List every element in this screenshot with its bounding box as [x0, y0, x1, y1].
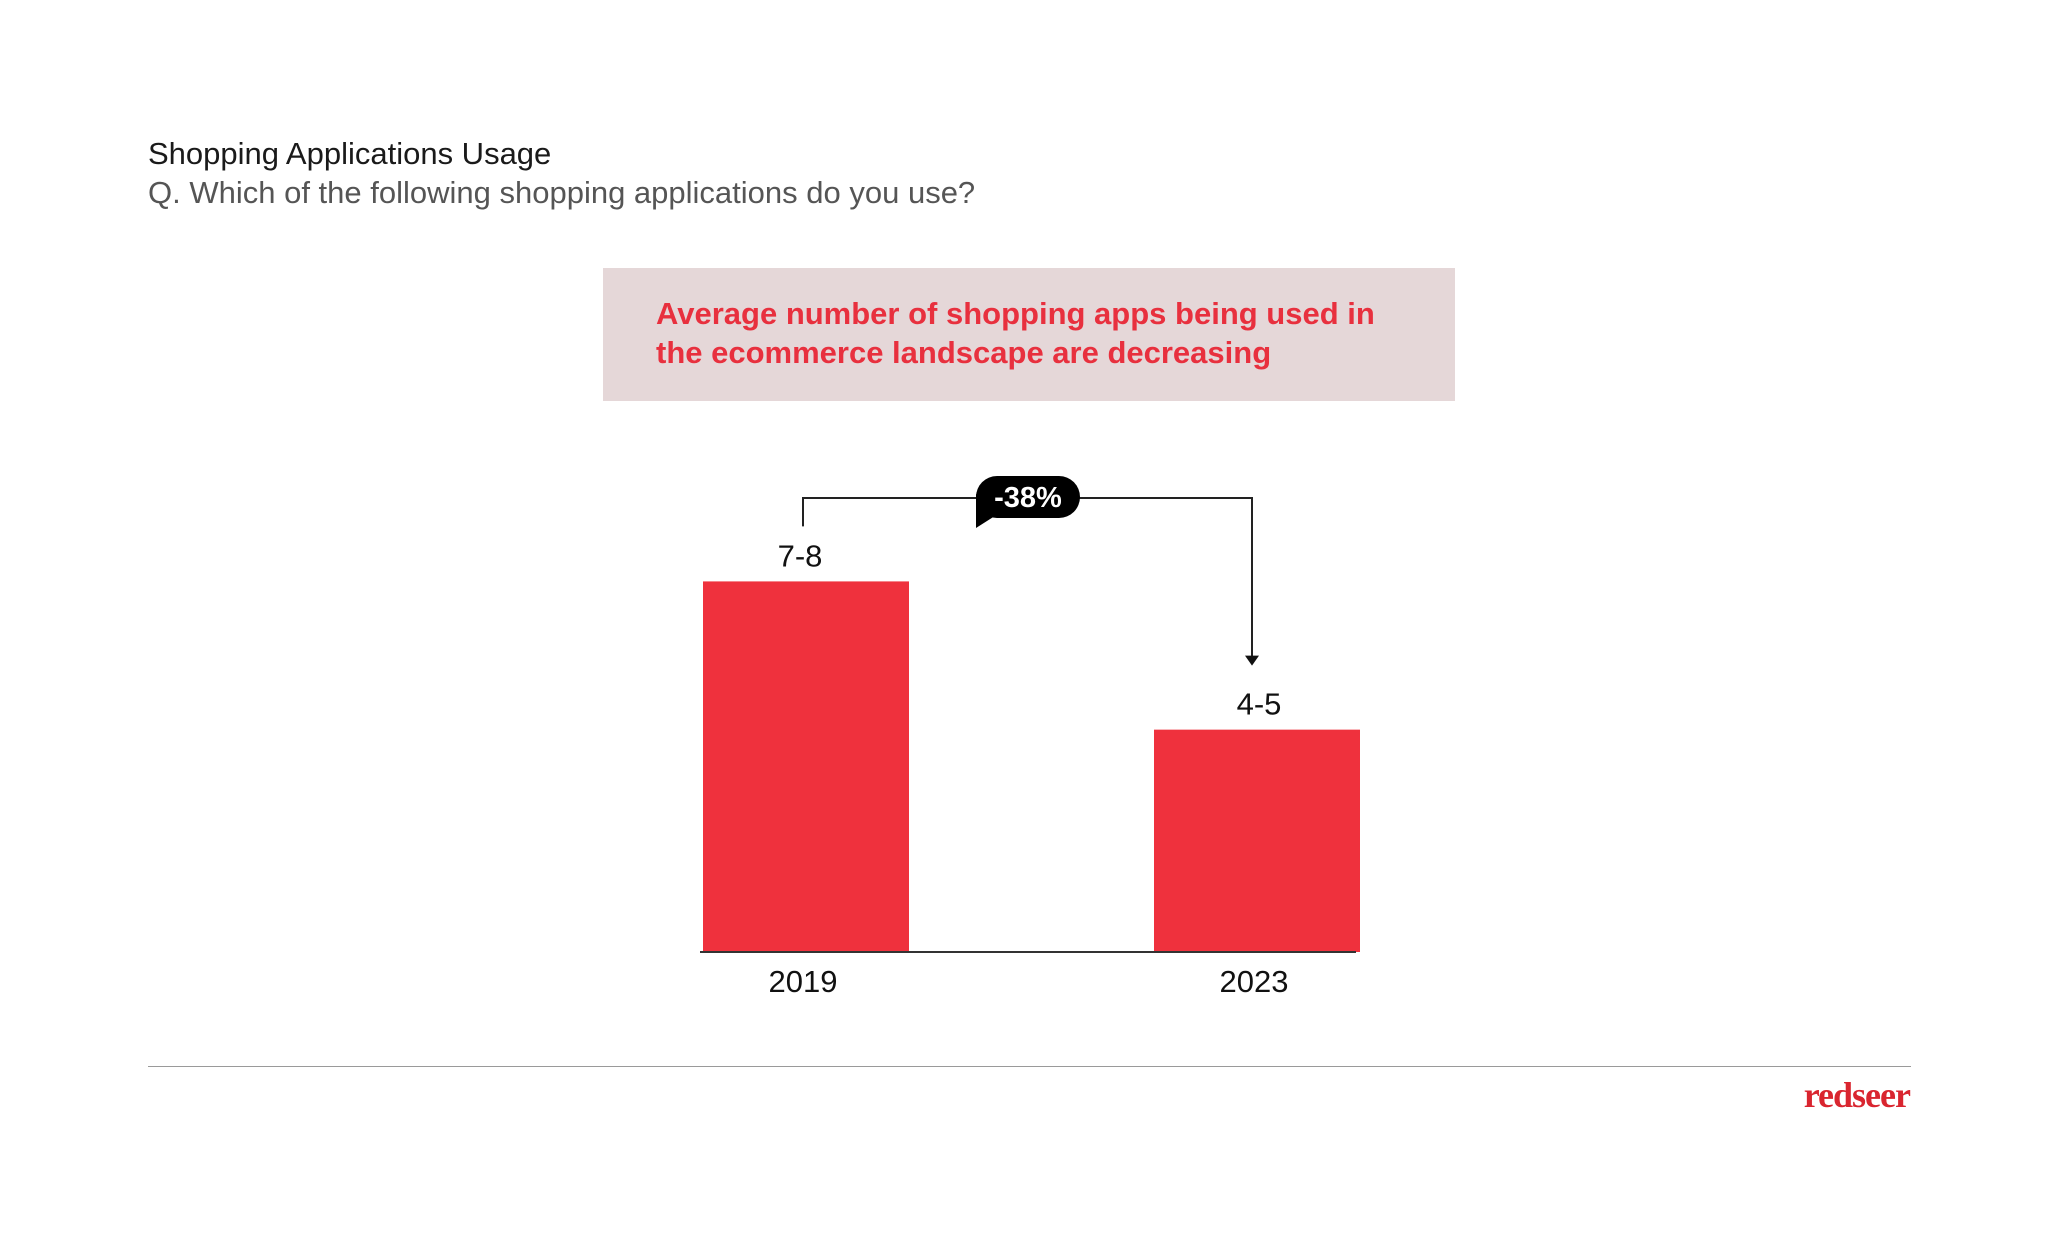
bar-2023 — [1154, 729, 1360, 952]
footer-divider — [148, 1066, 1911, 1067]
category-label-2023: 2023 — [1220, 964, 1289, 999]
arrow-head-icon — [1245, 655, 1259, 666]
chart-title: Shopping Applications Usage — [148, 136, 552, 171]
chart-subtitle: Q. Which of the following shopping appli… — [148, 175, 976, 210]
bar-2019 — [703, 581, 909, 952]
badge-tail-icon — [976, 494, 998, 528]
callout-box: Average number of shopping apps being us… — [603, 268, 1455, 401]
value-label-2023: 4-5 — [1237, 687, 1282, 722]
change-label: -38% — [994, 482, 1062, 514]
value-label-2019: 7-8 — [778, 538, 823, 573]
callout-text: Average number of shopping apps being us… — [656, 296, 1375, 370]
category-label-2019: 2019 — [769, 964, 838, 999]
change-badge — [976, 476, 1080, 518]
brand-logo: redseer — [1803, 1075, 1911, 1115]
change-connector: -38% — [802, 476, 1259, 666]
bars-group: 7-8 2019 4-5 2023 — [703, 538, 1360, 999]
